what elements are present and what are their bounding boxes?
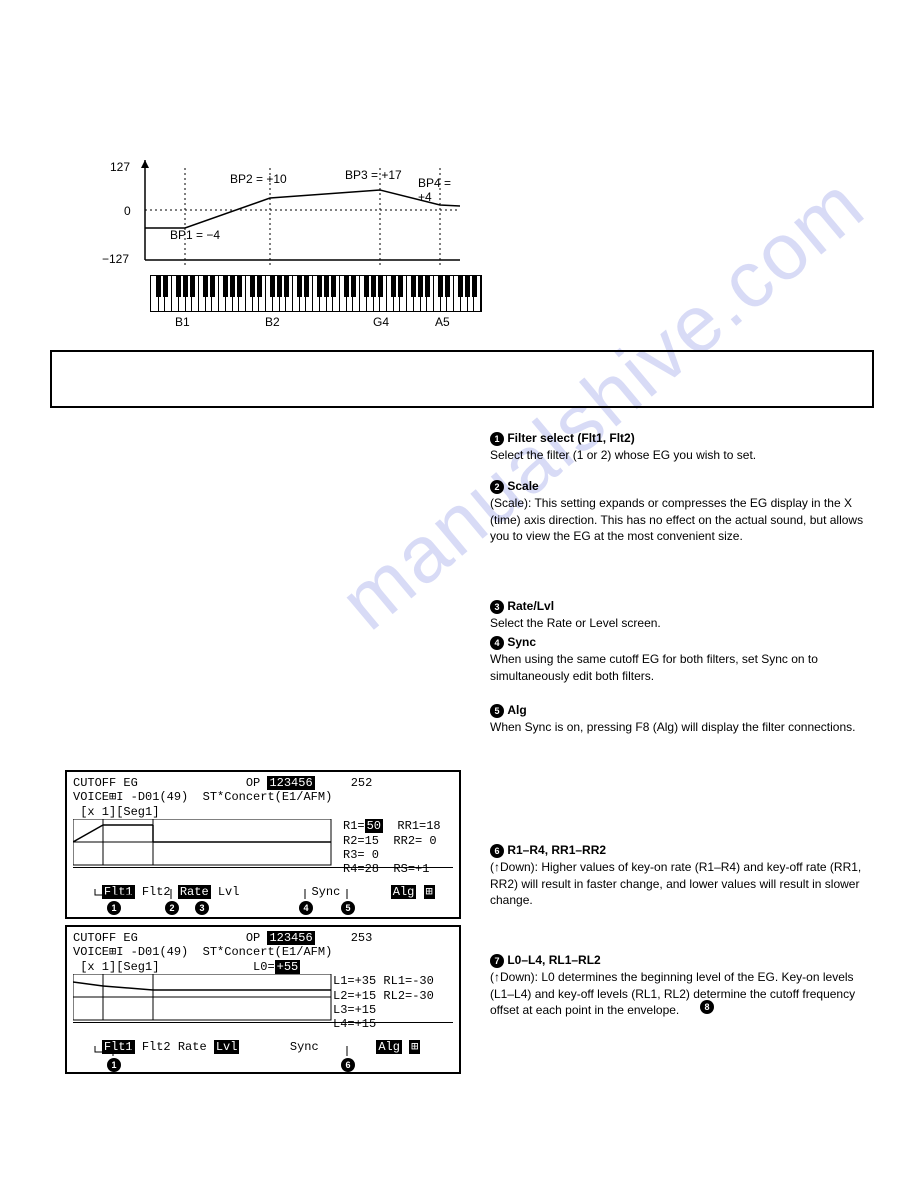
- note-2-title: Scale: [507, 479, 538, 493]
- note-4-title: Sync: [507, 635, 536, 649]
- lcd2-l4: L4=+15: [333, 1017, 376, 1031]
- lcd2-rl2: RL2=-30: [376, 989, 434, 1003]
- callout-2-icon: 2: [165, 901, 179, 915]
- lcd1-rr1: RR1=18: [383, 819, 441, 833]
- callout-3-icon: 3: [195, 901, 209, 915]
- bp4-label: BP4 = +4: [418, 176, 460, 204]
- lcd1-op-label: OP: [246, 776, 260, 790]
- lcd1-page: 252: [351, 776, 373, 790]
- lcd2-rl1: RL1=-30: [376, 974, 434, 988]
- note-7: 7 L0–L4, RL1–RL2 (↑Down): L0 determines …: [490, 952, 870, 1019]
- keyboard-graphic: [150, 275, 482, 312]
- lcd1-callouts: 1 2 3 4 5: [65, 895, 445, 915]
- lcd1-r2: R2=15: [343, 834, 379, 848]
- lcd1-seg: [x 1][Seg1]: [73, 805, 453, 819]
- lcd1-rr2: RR2= 0: [379, 834, 437, 848]
- note-4-text: When using the same cutoff EG for both f…: [490, 652, 818, 683]
- key-a5-label: A5: [435, 315, 450, 329]
- lcd2-voice: VOICE⊞I -D01(49) ST*Concert(E1/AFM): [73, 945, 453, 959]
- note-1-text: Select the filter (1 or 2) whose EG you …: [490, 448, 756, 462]
- callout2-6-icon: 6: [341, 1058, 355, 1072]
- note-4: 4 Sync When using the same cutoff EG for…: [490, 634, 870, 684]
- keyboard-scaling-graph: 127 0 −127 BP1 = −4 BP2 = +10 BP3 = +17 …: [60, 160, 460, 330]
- note-5-text: When Sync is on, pressing F8 (Alg) will …: [490, 720, 856, 734]
- bullet-7-icon: 7: [490, 954, 504, 968]
- lcd2-op-label: OP: [246, 931, 260, 945]
- key-b1-label: B1: [175, 315, 190, 329]
- y-axis-mid: 0: [124, 204, 131, 218]
- lcd2-page: 253: [351, 931, 373, 945]
- lcd1-r4: R4=28: [343, 862, 379, 876]
- note-2-text: (Scale): This setting expands or compres…: [490, 496, 863, 544]
- bullet-2-icon: 2: [490, 480, 504, 494]
- bullet-1-icon: 1: [490, 432, 504, 446]
- bp2-label: BP2 = +10: [230, 172, 287, 186]
- callout-4-icon: 4: [299, 901, 313, 915]
- callout2-1-icon: 1: [107, 1058, 121, 1072]
- lcd1-rs: RS=+1: [379, 862, 429, 876]
- section-divider-box: [50, 350, 874, 408]
- key-g4-label: G4: [373, 315, 389, 329]
- lcd2-callouts: 1 6: [65, 1052, 445, 1072]
- callout-5-icon: 5: [341, 901, 355, 915]
- callout-1-icon: 1: [107, 901, 121, 915]
- bullet-3-icon: 3: [490, 600, 504, 614]
- lcd2-l0: L0=: [253, 960, 275, 974]
- bullet-4-icon: 4: [490, 636, 504, 650]
- note-3: 3 Rate/Lvl Select the Rate or Level scre…: [490, 598, 870, 632]
- lcd1-op-status: 123456: [267, 776, 314, 790]
- lcd2-seg: [x 1][Seg1]: [73, 960, 159, 974]
- bp3-label: BP3 = +17: [345, 168, 402, 182]
- lcd1-r1-val: 50: [365, 819, 383, 833]
- note-5-title: Alg: [507, 703, 526, 717]
- y-axis-top: 127: [110, 160, 130, 174]
- bullet-5-icon: 5: [490, 704, 504, 718]
- note-1: 1 Filter select (Flt1, Flt2) Select the …: [490, 430, 870, 464]
- lcd2-l3: L3=+15: [333, 1003, 376, 1017]
- note-7-title: L0–L4, RL1–RL2: [507, 953, 600, 967]
- lcd2-op-status: 123456: [267, 931, 314, 945]
- lcd2-l0-val: +55: [275, 960, 301, 974]
- note-3-title: Rate/Lvl: [507, 599, 554, 613]
- note-5: 5 Alg When Sync is on, pressing F8 (Alg)…: [490, 702, 870, 736]
- lcd1-title: CUTOFF EG: [73, 776, 138, 790]
- bullet-6-icon: 6: [490, 844, 504, 858]
- y-axis-bot: −127: [102, 252, 129, 266]
- lcd2-title: CUTOFF EG: [73, 931, 138, 945]
- lcd1-voice: VOICE⊞I -D01(49) ST*Concert(E1/AFM): [73, 790, 453, 804]
- note-1-title: Filter select (Flt1, Flt2): [507, 431, 634, 445]
- note-6: 6 R1–R4, RR1–RR2 (↑Down): Higher values …: [490, 842, 870, 909]
- lcd2-l2v: L2=+15: [333, 989, 376, 1003]
- bp1-label: BP1 = −4: [170, 228, 220, 242]
- lcd1-r1: R1=: [343, 819, 365, 833]
- note-3-text: Select the Rate or Level screen.: [490, 616, 661, 630]
- bullet-8-icon: 8: [700, 1000, 714, 1014]
- note-6-title: R1–R4, RR1–RR2: [507, 843, 606, 857]
- lcd2-l1: L1=+35: [333, 974, 376, 988]
- key-b2-label: B2: [265, 315, 280, 329]
- note-2: 2 Scale (Scale): This setting expands or…: [490, 478, 870, 545]
- note-6-text: (↑Down): Higher values of key-on rate (R…: [490, 860, 861, 908]
- lcd1-r3: R3= 0: [343, 848, 379, 862]
- note-7-text: (↑Down): L0 determines the beginning lev…: [490, 970, 855, 1018]
